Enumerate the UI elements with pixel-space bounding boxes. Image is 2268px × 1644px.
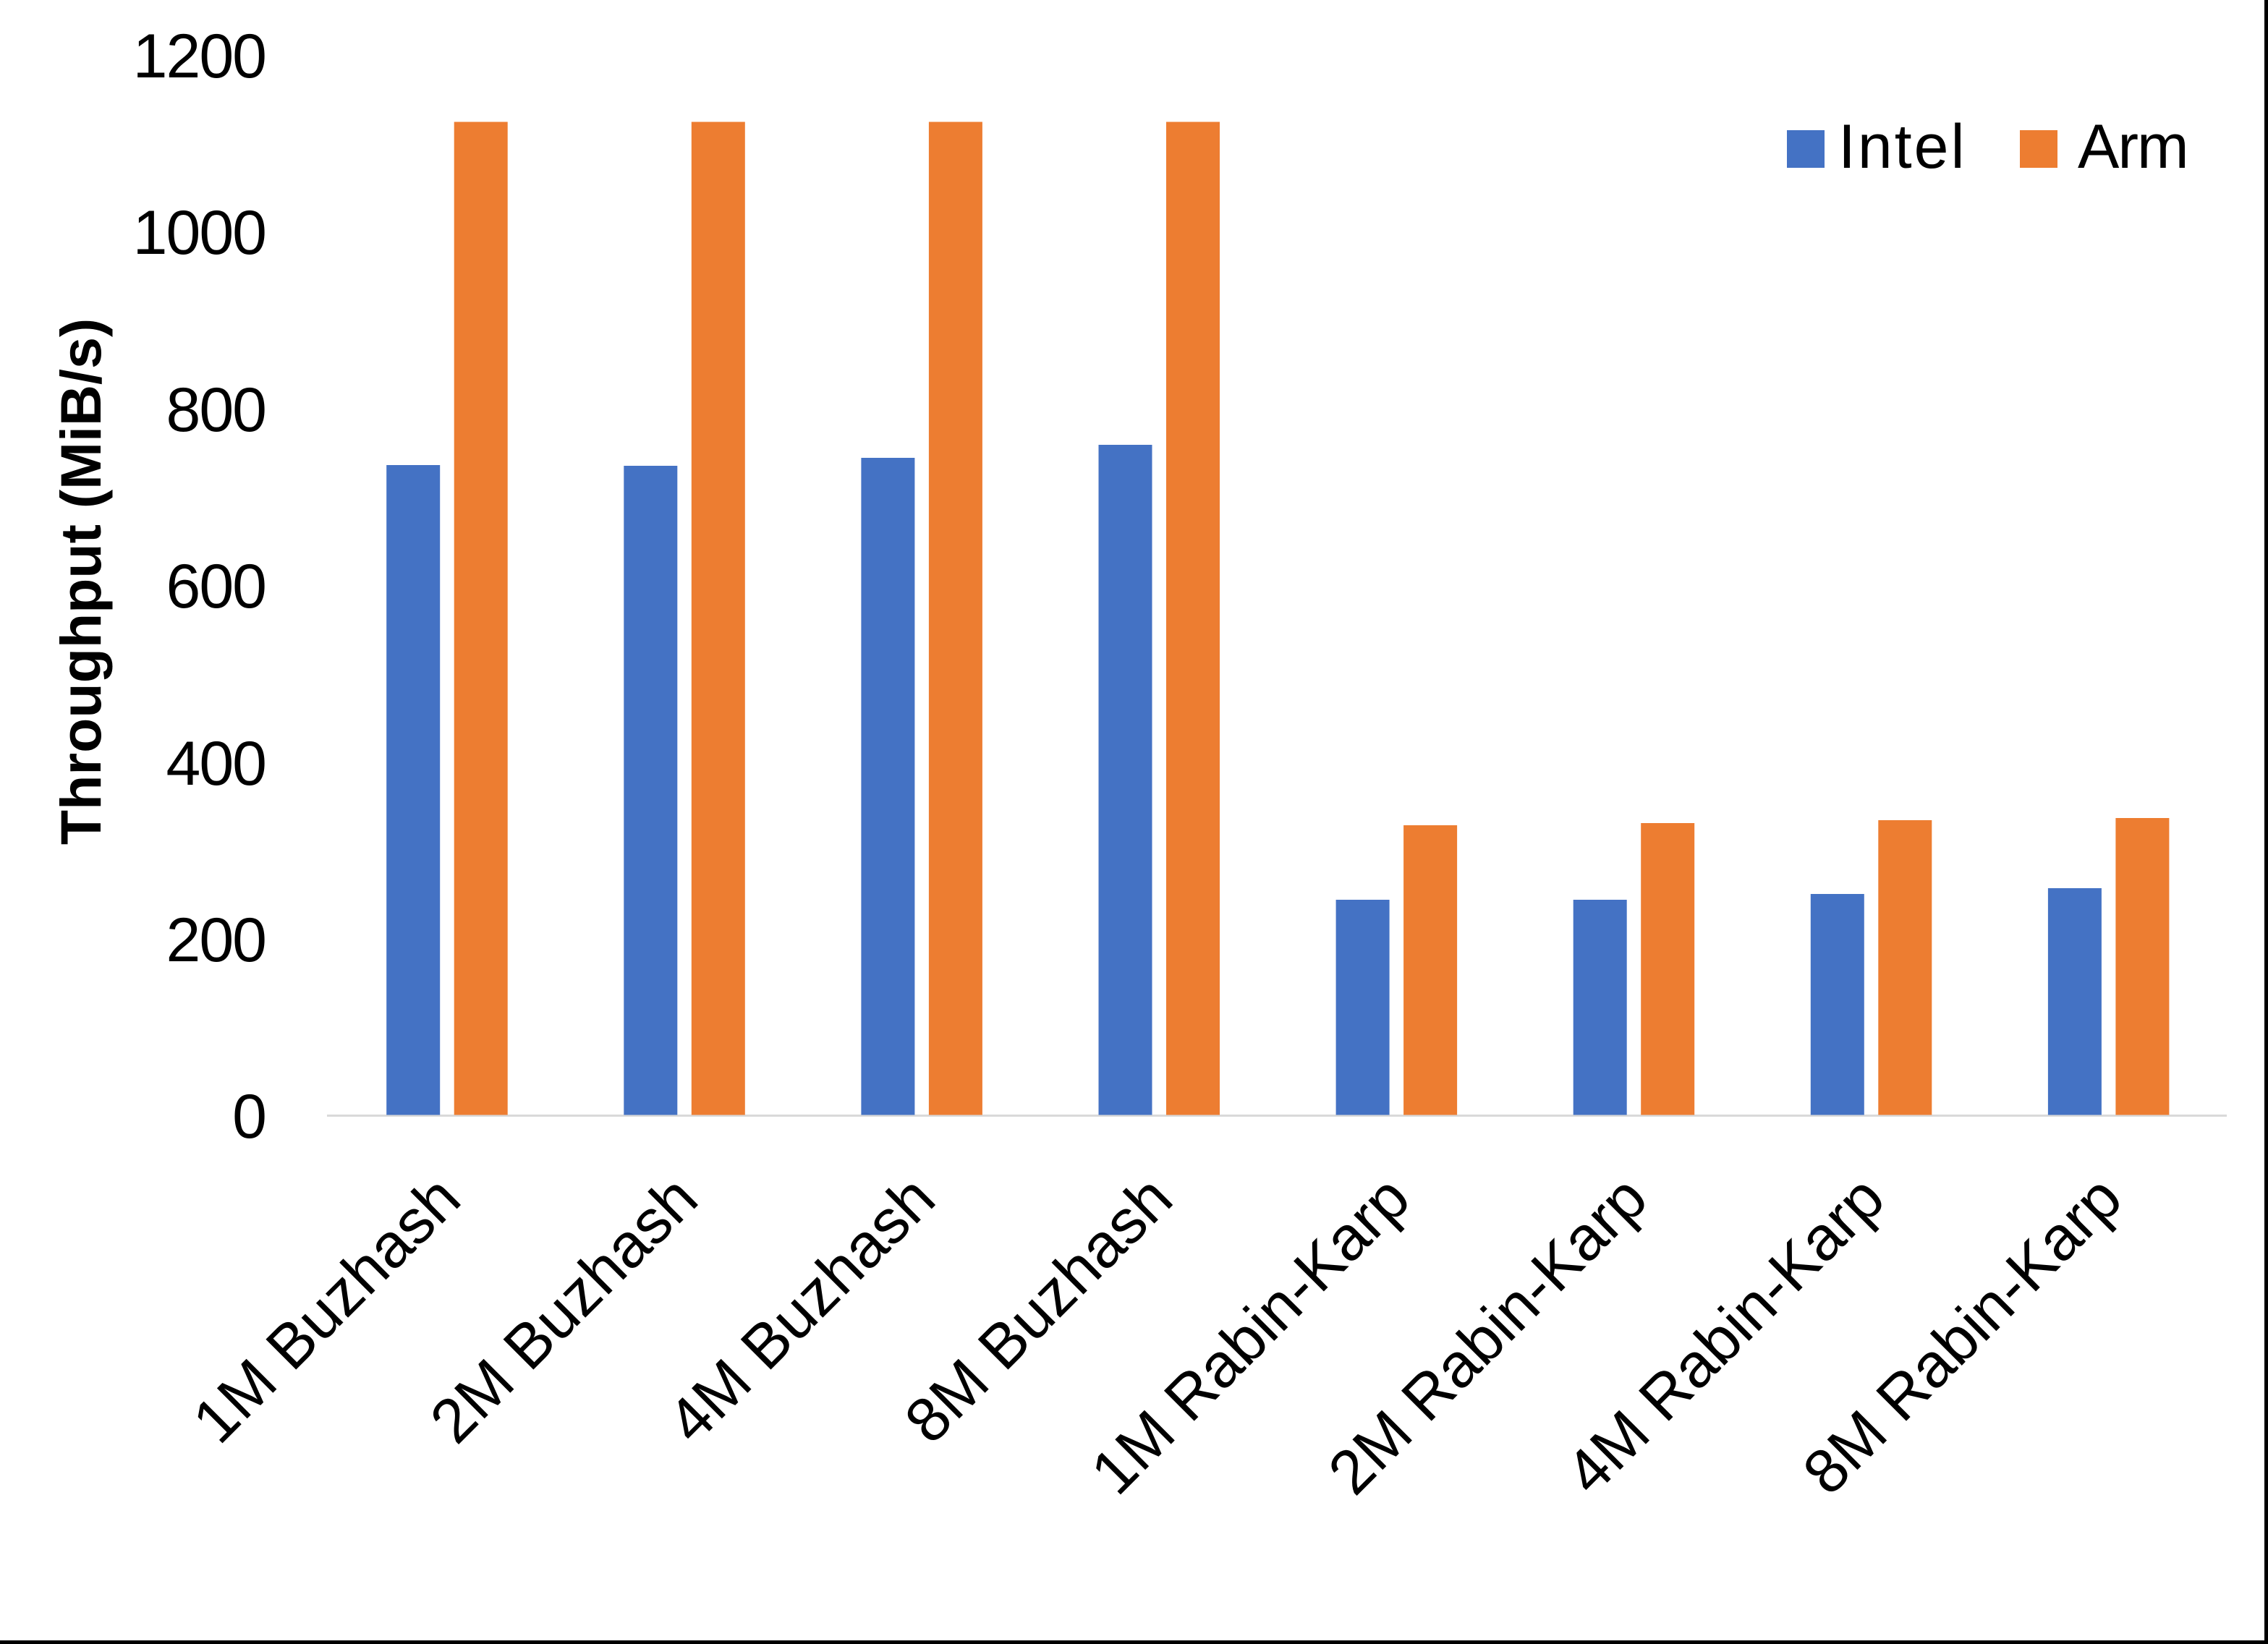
svg-text:1200: 1200	[133, 22, 266, 91]
svg-text:Intel: Intel	[1838, 112, 1967, 182]
svg-text:400: 400	[166, 729, 266, 798]
svg-text:600: 600	[166, 552, 266, 621]
svg-text:200: 200	[166, 906, 266, 975]
svg-text:Arm: Arm	[2078, 112, 2188, 182]
svg-text:800: 800	[166, 375, 266, 445]
svg-text:Throughput (MiB/s): Throughput (MiB/s)	[48, 318, 113, 845]
svg-text:0: 0	[232, 1082, 266, 1151]
svg-text:1000: 1000	[133, 198, 266, 268]
